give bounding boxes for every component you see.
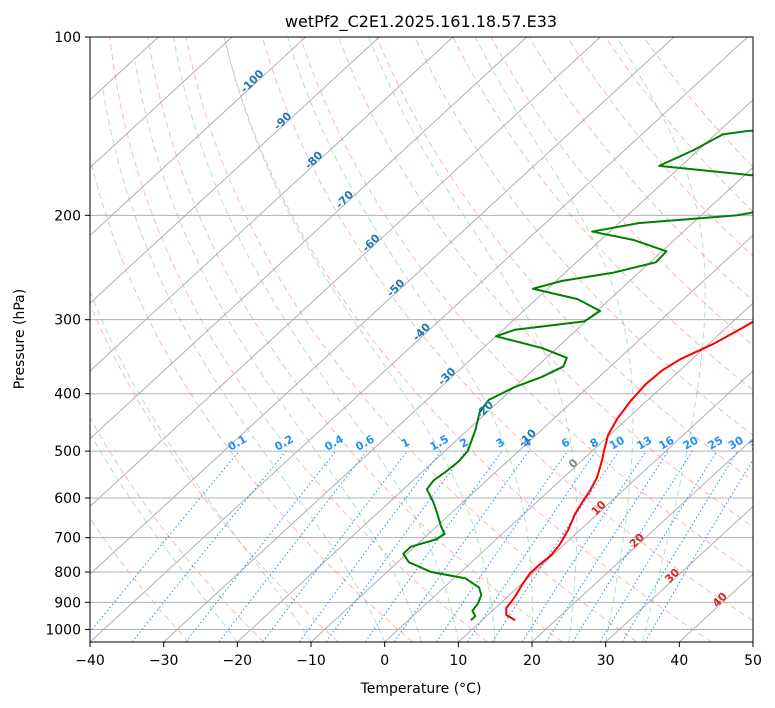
dry-adiabat bbox=[223, 37, 713, 642]
isotherm-line bbox=[90, 37, 675, 575]
isotherm-line bbox=[90, 37, 527, 440]
isotherm-line bbox=[90, 37, 380, 304]
skewed-isotherms bbox=[90, 37, 753, 642]
moist-adiabat bbox=[90, 290, 312, 642]
dewpoint-profile-line bbox=[402, 129, 753, 622]
moist-adiabat bbox=[368, 37, 578, 642]
mixing-ratio-line bbox=[621, 450, 739, 642]
x-tick-label: −10 bbox=[296, 653, 326, 669]
y-tick-label: 300 bbox=[54, 313, 81, 329]
isotherm-line bbox=[605, 505, 753, 642]
y-tick-label: 900 bbox=[54, 595, 81, 611]
mixing-ratio-label: 36 bbox=[747, 433, 767, 452]
isotherm-line bbox=[236, 166, 753, 642]
isotherm-line bbox=[384, 302, 753, 642]
dry-adiabat bbox=[528, 37, 753, 302]
y-tick-label: 600 bbox=[54, 491, 81, 507]
x-tick-label: 50 bbox=[744, 653, 762, 669]
isotherm-line bbox=[457, 370, 753, 642]
isotherm-line bbox=[90, 37, 454, 372]
dry-adiabat bbox=[90, 155, 414, 642]
mixing-ratio-line bbox=[364, 450, 503, 642]
y-tick-label: 800 bbox=[54, 565, 81, 581]
moist-adiabat bbox=[616, 37, 706, 642]
mixing-ratio-line bbox=[131, 450, 287, 642]
isotherm-line bbox=[90, 37, 306, 237]
dry-adiabats bbox=[90, 37, 753, 642]
moist-adiabat bbox=[90, 432, 238, 642]
y-tick-label: 700 bbox=[54, 531, 81, 547]
dry-adiabat bbox=[90, 416, 264, 642]
x-tick-label: 0 bbox=[380, 653, 389, 669]
x-tick-label: 30 bbox=[597, 653, 615, 669]
plot-area: 0.10.20.40.611.52346810131620253036-100-… bbox=[90, 37, 767, 642]
mixing-ratio-line bbox=[262, 450, 408, 642]
pressure-gridlines bbox=[90, 37, 753, 630]
dry-adiabat bbox=[376, 37, 753, 482]
mixing-ratio-lines bbox=[90, 450, 753, 642]
sounding-series bbox=[402, 129, 753, 622]
temperature-profile-line bbox=[505, 320, 753, 622]
x-tick-label: 10 bbox=[449, 653, 467, 669]
isotherm-line bbox=[310, 234, 753, 642]
mixing-ratio-line bbox=[393, 450, 530, 642]
plot-frame bbox=[89, 36, 754, 643]
mixing-ratio-line bbox=[325, 450, 467, 642]
dry-adiabat bbox=[338, 37, 753, 528]
y-tick-label: 1000 bbox=[45, 622, 81, 638]
dry-adiabat bbox=[452, 37, 753, 391]
y-axis-label: Pressure (hPa) bbox=[12, 289, 28, 389]
dry-adiabat bbox=[299, 37, 753, 575]
dry-adiabat bbox=[490, 37, 753, 346]
y-tick-label: 500 bbox=[54, 444, 81, 460]
x-tick-label: −40 bbox=[75, 653, 105, 669]
x-tick-label: −30 bbox=[149, 653, 179, 669]
x-axis-label: Temperature (°C) bbox=[360, 681, 482, 697]
dry-adiabat bbox=[261, 37, 753, 622]
mixing-ratio-line bbox=[545, 450, 669, 642]
mixing-ratio-line bbox=[491, 450, 620, 642]
y-tick-label: 200 bbox=[54, 208, 81, 224]
isotherm-line bbox=[531, 438, 753, 642]
isotherm-line bbox=[90, 37, 233, 169]
mixing-ratio-line bbox=[298, 450, 442, 642]
y-axis-ticks: 1000 900 800 700 600 500 400 300 200 100 bbox=[45, 30, 90, 638]
x-tick-label: 20 bbox=[523, 653, 541, 669]
dry-adiabat bbox=[185, 37, 638, 642]
isotherm-line bbox=[163, 99, 753, 642]
mixing-ratio-line bbox=[436, 450, 568, 642]
y-tick-label: 100 bbox=[54, 30, 81, 46]
moist-adiabat bbox=[102, 88, 386, 642]
x-tick-label: 40 bbox=[670, 653, 688, 669]
chart-title: wetPf2_C2E1.2025.161.18.57.E33 bbox=[285, 12, 557, 32]
isotherm-line bbox=[90, 37, 601, 508]
moist-adiabat bbox=[223, 37, 496, 642]
x-axis-ticks: −40 −30 −20 −10 0 10 20 30 40 50 bbox=[75, 642, 762, 669]
moist-adiabat bbox=[474, 37, 634, 642]
mixing-ratio-line bbox=[467, 450, 597, 642]
y-tick-label: 400 bbox=[54, 387, 81, 403]
mixing-ratio-line bbox=[90, 450, 240, 633]
dry-adiabat bbox=[147, 37, 563, 642]
dry-adiabat bbox=[414, 37, 753, 436]
x-tick-label: −20 bbox=[223, 653, 253, 669]
mixing-ratio-line bbox=[521, 450, 647, 642]
isotherm-line bbox=[90, 37, 748, 642]
moist-adiabat bbox=[134, 61, 422, 642]
mixing-ratio-line bbox=[599, 450, 718, 642]
